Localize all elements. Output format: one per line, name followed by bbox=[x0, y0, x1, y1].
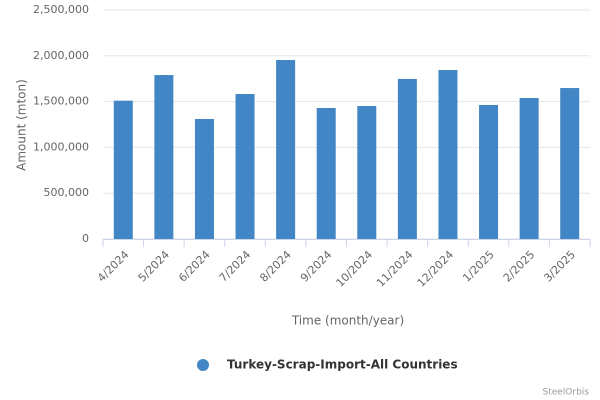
x-tick-label: 5/2024 bbox=[136, 248, 173, 285]
y-axis-title: Amount (mton) bbox=[15, 79, 29, 171]
legend-marker bbox=[197, 359, 209, 371]
y-tick-label: 1,000,000 bbox=[33, 140, 89, 153]
y-tick-label: 2,000,000 bbox=[33, 49, 89, 62]
x-tick-label: 2/2025 bbox=[501, 248, 538, 285]
y-tick-label: 500,000 bbox=[44, 186, 90, 199]
x-tick-label: 9/2024 bbox=[298, 248, 335, 285]
x-tick-label: 7/2024 bbox=[217, 248, 254, 285]
bar bbox=[560, 88, 580, 239]
bar bbox=[479, 104, 499, 239]
bar bbox=[397, 78, 417, 240]
x-tick-label: 6/2024 bbox=[176, 248, 213, 285]
bar bbox=[357, 105, 377, 240]
y-tick-label: 1,500,000 bbox=[33, 95, 89, 108]
credits: SteelOrbis bbox=[542, 388, 589, 398]
y-tick-label: 0 bbox=[82, 232, 89, 245]
x-tick-label: 4/2024 bbox=[95, 248, 132, 285]
bar bbox=[194, 119, 214, 239]
y-tick-label: 2,500,000 bbox=[33, 3, 89, 16]
x-tick-label: 12/2024 bbox=[415, 248, 457, 290]
legend-label: Turkey-Scrap-Import-All Countries bbox=[227, 358, 458, 372]
x-tick-label: 8/2024 bbox=[257, 248, 294, 285]
x-tick-label: 11/2024 bbox=[374, 248, 416, 290]
bar bbox=[438, 69, 458, 239]
bar bbox=[316, 108, 336, 240]
bar bbox=[113, 100, 133, 240]
x-tick-label: 3/2025 bbox=[541, 248, 578, 285]
x-tick-label: 1/2025 bbox=[460, 248, 497, 285]
bar bbox=[235, 93, 255, 240]
x-axis-title: Time (month/year) bbox=[291, 314, 404, 328]
bar bbox=[154, 75, 174, 239]
bar bbox=[276, 60, 296, 240]
x-tick-label: 10/2024 bbox=[334, 248, 376, 290]
bar bbox=[519, 98, 539, 239]
